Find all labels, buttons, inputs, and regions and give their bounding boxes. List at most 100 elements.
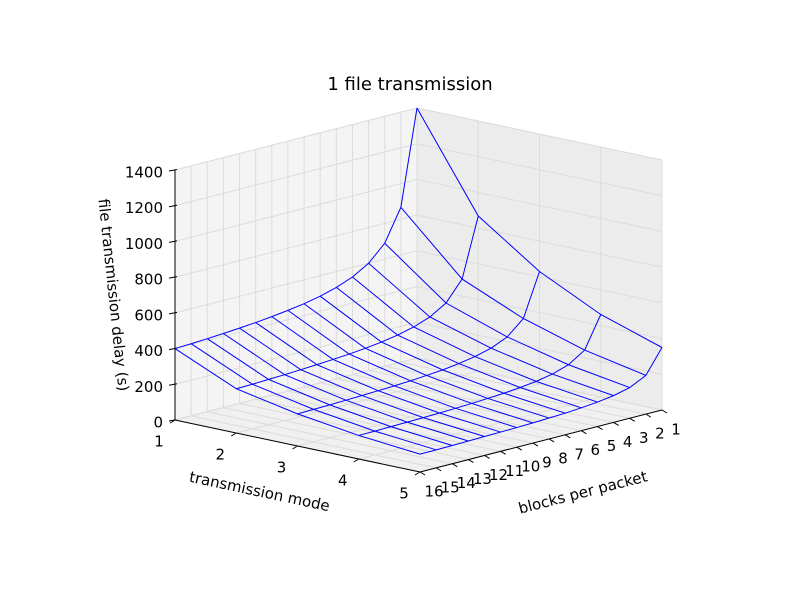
tick-mark — [414, 471, 421, 476]
y-tick-label: 4 — [623, 433, 633, 451]
grid-line — [174, 178, 418, 242]
chart-title: 1 file transmission — [327, 74, 492, 95]
tick-mark — [168, 204, 178, 208]
grid-line — [239, 402, 485, 456]
y-tick-label: 12 — [489, 466, 508, 484]
tick-mark — [168, 311, 178, 315]
wire-line — [368, 262, 614, 397]
z-tick-label: 800 — [134, 271, 163, 289]
y-tick-label: 2 — [655, 425, 665, 443]
tick-mark — [452, 463, 458, 468]
z-tick-label: 400 — [134, 342, 163, 360]
grid-line — [191, 415, 437, 469]
x-tick-label: 5 — [399, 485, 409, 503]
y-tick-label: 7 — [574, 445, 584, 463]
wire-line — [174, 107, 418, 350]
wire-line — [174, 348, 421, 455]
tick-mark — [168, 240, 178, 243]
tick-mark — [597, 426, 603, 430]
wire-line — [239, 327, 485, 438]
tick-mark — [661, 409, 668, 414]
z-tick-label: 600 — [134, 306, 163, 324]
z-tick-label: 1200 — [125, 199, 163, 217]
y-tick-label: 16 — [424, 483, 443, 501]
grid-line — [320, 382, 566, 436]
tick-mark — [419, 471, 426, 476]
y-tick-label: 13 — [473, 470, 492, 488]
tick-mark — [532, 442, 539, 447]
grid-line — [368, 369, 614, 423]
wire-line — [384, 242, 630, 389]
wire-line — [400, 206, 647, 376]
tick-mark — [581, 430, 587, 435]
x-tick-label: 4 — [338, 472, 348, 490]
wire-line — [358, 314, 602, 436]
wire-line — [303, 303, 550, 419]
grid-line — [255, 398, 501, 452]
wire-line — [297, 271, 540, 415]
wire-line — [223, 333, 469, 442]
grid-line — [336, 378, 582, 432]
tick-mark — [500, 450, 506, 455]
grid-line — [352, 374, 598, 428]
y-tick-label: 1 — [671, 421, 681, 439]
tick-mark — [468, 459, 474, 464]
wire-line — [352, 276, 598, 403]
wire-line — [236, 215, 479, 390]
grid-line — [174, 357, 418, 421]
y-tick-label: 11 — [505, 462, 524, 480]
z-tick-label: 1400 — [125, 164, 163, 182]
tick-mark — [516, 446, 523, 451]
grid-line — [174, 321, 418, 385]
tick-mark — [168, 383, 178, 386]
y-tick-label: 15 — [441, 478, 460, 496]
tick-mark — [292, 445, 298, 450]
y-axis — [419, 409, 663, 473]
wire-line — [271, 316, 517, 429]
grid-line — [236, 370, 479, 434]
tick-mark — [484, 455, 490, 459]
y-tick-label: 10 — [521, 458, 540, 476]
grid-line — [416, 357, 663, 411]
tick-mark — [353, 458, 360, 463]
grid-line — [174, 143, 418, 207]
wire-line — [336, 287, 582, 409]
tick-mark — [629, 417, 635, 422]
tick-mark — [230, 432, 237, 437]
y-tick-label: 14 — [457, 474, 476, 492]
tick-mark — [548, 438, 555, 443]
tick-mark — [169, 419, 176, 424]
grid-line — [358, 396, 601, 460]
y-tick-label: 5 — [607, 437, 617, 455]
tick-mark — [168, 276, 178, 279]
wire-line — [190, 343, 437, 451]
grid-line — [223, 407, 469, 461]
z-tick-label: 200 — [134, 378, 163, 396]
wire-line — [206, 338, 453, 446]
z-axis-label: file transmission delay (s) — [94, 198, 132, 392]
wire-line — [255, 322, 501, 433]
y-tick-label: 6 — [591, 441, 601, 459]
wire-line — [416, 107, 663, 348]
y-tick-label: 8 — [558, 449, 568, 467]
y-tick-label: 9 — [542, 454, 552, 472]
grid-line — [207, 411, 453, 465]
tick-mark — [613, 421, 619, 426]
grid-line — [174, 250, 418, 314]
x-tick-label: 2 — [215, 446, 225, 464]
tick-mark — [645, 413, 652, 418]
wire-line — [319, 295, 566, 414]
tick-mark — [564, 434, 571, 439]
x-tick-label: 1 — [154, 433, 164, 451]
x-axis — [174, 419, 421, 473]
tick-mark — [168, 169, 178, 172]
x-tick-label: 3 — [277, 459, 287, 477]
z-tick-label: 1000 — [125, 235, 163, 253]
grid-line — [174, 107, 418, 171]
y-tick-label: 3 — [639, 429, 649, 447]
z-tick-label: 0 — [153, 414, 163, 432]
wire-line — [287, 309, 534, 424]
grid-line — [174, 214, 418, 278]
wire-line — [419, 347, 663, 455]
